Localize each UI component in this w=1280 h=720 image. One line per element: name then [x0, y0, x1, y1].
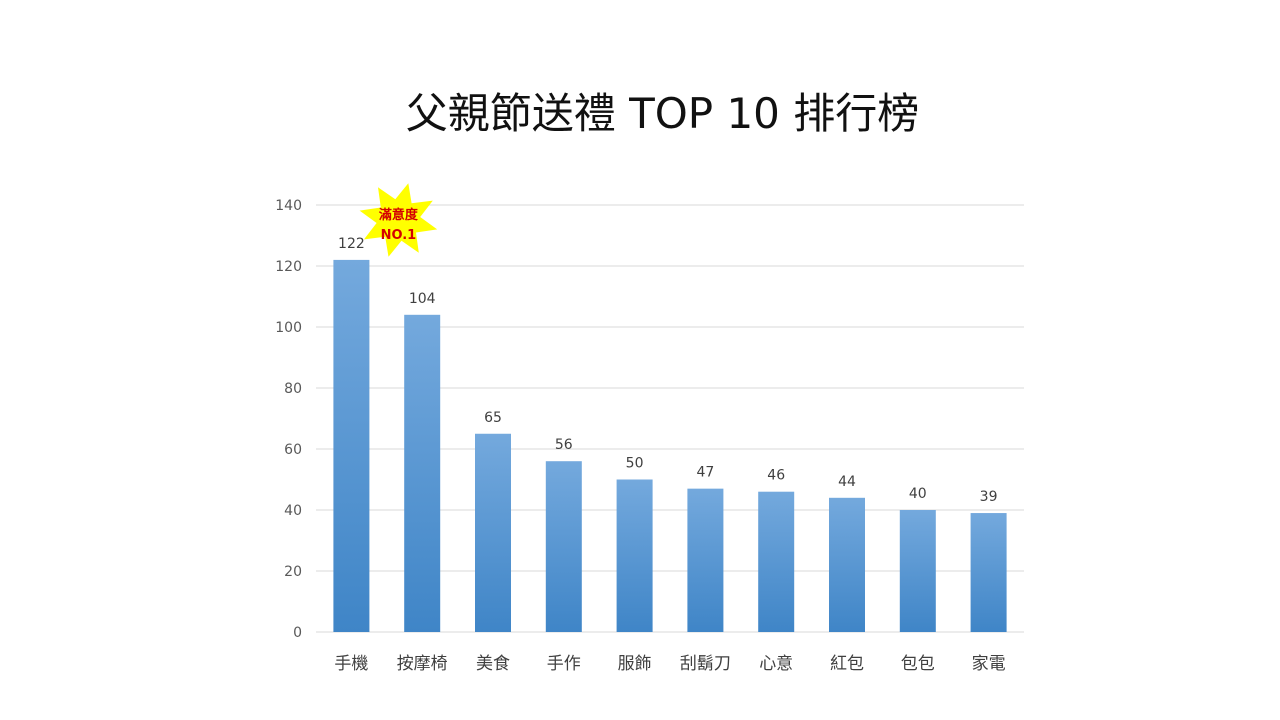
category-label: 美食	[476, 654, 510, 674]
data-label: 104	[409, 291, 436, 307]
y-tick-label: 100	[275, 320, 302, 336]
bar	[687, 488, 724, 632]
data-label: 50	[626, 456, 644, 472]
category-label: 紅包	[830, 654, 864, 674]
data-label: 39	[980, 489, 998, 505]
y-tick-label: 40	[284, 503, 302, 519]
star-badge-icon	[359, 183, 438, 257]
category-label: 手機	[334, 654, 368, 674]
category-label: 按摩椅	[397, 654, 448, 674]
y-tick-label: 140	[275, 198, 302, 214]
data-label: 65	[484, 410, 502, 426]
data-label: 44	[838, 474, 856, 490]
bar	[829, 497, 865, 632]
data-label: 40	[909, 486, 927, 502]
bar	[404, 314, 441, 632]
data-label: 46	[767, 468, 785, 484]
data-label: 56	[555, 437, 573, 453]
y-tick-label: 20	[284, 564, 302, 580]
x-axis-categories: 手機 按摩椅 美食 手作 服飾 刮鬍刀 心意 紅包 包包 家電	[334, 654, 1005, 674]
badge-text-line2: NO.1	[381, 228, 417, 243]
category-label: 服飾	[618, 654, 652, 674]
y-axis-ticks: 0 20 40 60 80 100 120 140	[275, 198, 302, 641]
bar	[545, 461, 582, 632]
y-tick-label: 60	[284, 442, 302, 458]
bar	[758, 491, 795, 632]
data-labels: 122 104 65 56 50 47 46 44 40 39	[338, 236, 997, 505]
bar	[899, 510, 936, 632]
bar	[475, 433, 511, 632]
y-tick-label: 120	[275, 259, 302, 275]
chart-title: 父親節送禮 TOP 10 排行榜	[405, 89, 920, 138]
bar	[333, 259, 370, 632]
bar	[616, 479, 653, 632]
badge-text-line1: 滿意度	[379, 207, 419, 223]
category-label: 手作	[547, 654, 581, 674]
y-tick-label: 80	[284, 381, 302, 397]
bars	[333, 259, 1007, 632]
category-label: 家電	[972, 654, 1006, 674]
bar	[970, 513, 1007, 632]
data-label: 47	[696, 465, 714, 481]
satisfaction-badge: 滿意度 NO.1	[359, 183, 438, 257]
category-label: 包包	[901, 654, 935, 674]
category-label: 刮鬍刀	[680, 654, 731, 674]
y-tick-label: 0	[293, 625, 302, 641]
data-label: 122	[338, 236, 365, 252]
category-label: 心意	[759, 654, 793, 674]
